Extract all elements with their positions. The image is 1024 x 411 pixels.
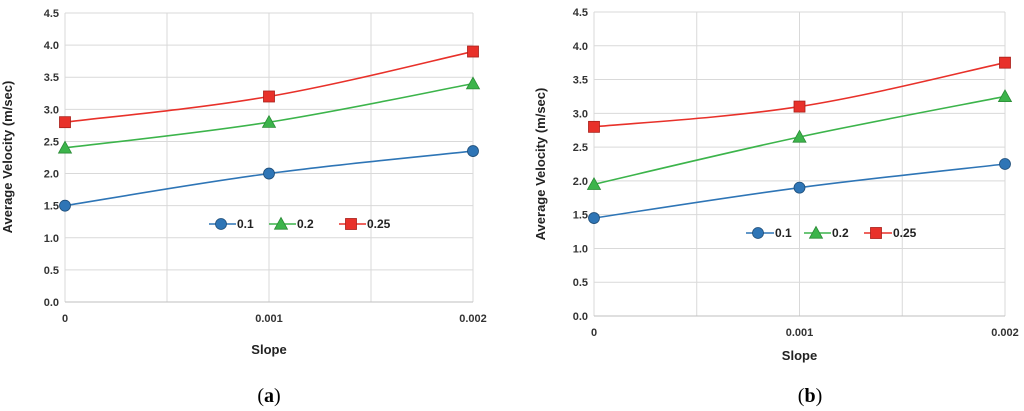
legend-marker xyxy=(870,227,882,239)
chart-panel-a: 0.0 0.5 1.0 1.5 2.0 2.5 3.0 3.5 4.0 4.5 0 0.001 0.00… xyxy=(0,8,487,407)
legend-item: 0.2 xyxy=(269,216,314,231)
legend-item: 0.25 xyxy=(864,226,917,240)
data-point xyxy=(997,89,1013,103)
data-point xyxy=(59,199,71,212)
data-point xyxy=(999,158,1011,170)
x-tick-label: 0.001 xyxy=(786,327,814,339)
data-point xyxy=(467,145,479,157)
data-point xyxy=(263,167,275,180)
y-tick-label: 4.5 xyxy=(44,8,59,20)
x-axis-title: Slope xyxy=(251,342,286,357)
legend-label: 0.1 xyxy=(775,226,792,240)
y-tick-label: 2.5 xyxy=(44,136,59,148)
data-point xyxy=(467,45,479,58)
data-point xyxy=(999,56,1011,69)
series-0-2 xyxy=(57,76,481,154)
series-0-1 xyxy=(59,145,479,212)
panel-label: (b) xyxy=(798,385,822,407)
series-0-25 xyxy=(588,56,1011,133)
panel-label-part: b xyxy=(804,385,815,407)
y-tick-label: 3.0 xyxy=(44,104,59,116)
legend-marker xyxy=(752,227,764,239)
panel-label-part: ( xyxy=(257,385,264,407)
data-point xyxy=(59,116,71,129)
data-point xyxy=(588,120,600,133)
y-tick-label: 2.0 xyxy=(573,176,588,188)
y-tick-label: 4.0 xyxy=(44,40,59,52)
data-point xyxy=(57,140,73,154)
y-tick-label: 2.0 xyxy=(44,169,59,181)
data-point xyxy=(586,176,602,190)
data-point xyxy=(793,181,806,194)
data-point xyxy=(465,76,481,90)
y-axis-title: Average Velocity (m/sec) xyxy=(533,88,548,241)
data-point xyxy=(263,90,275,103)
y-tick-label: 4.0 xyxy=(573,41,588,53)
y-axis-title: Average Velocity (m/sec) xyxy=(0,81,15,234)
y-tick-label: 0.0 xyxy=(44,297,59,309)
legend-item: 0.2 xyxy=(804,225,849,240)
legend-marker xyxy=(215,218,227,230)
y-tick-label: 1.5 xyxy=(44,201,59,213)
panel-label-part: ( xyxy=(798,385,805,407)
gridlines xyxy=(593,11,1006,317)
y-tick-label: 4.5 xyxy=(573,7,588,19)
y-tick-label: 0.0 xyxy=(573,311,588,323)
legend-marker xyxy=(808,225,824,239)
legend-label: 0.25 xyxy=(367,217,391,231)
panel-label-part: ) xyxy=(816,385,823,407)
data-point xyxy=(588,212,600,224)
legend-marker xyxy=(345,218,357,230)
legend: 0.1 0.2 0.25 xyxy=(209,216,391,231)
data-point xyxy=(792,129,807,143)
legend-label: 0.1 xyxy=(237,217,254,231)
legend-label: 0.2 xyxy=(832,226,849,240)
series-0-2 xyxy=(586,89,1013,190)
x-tick-label: 0.002 xyxy=(991,327,1019,339)
series-0-1 xyxy=(588,158,1011,224)
chart-panel-b: 0.0 0.5 1.0 1.5 2.0 2.5 3.0 3.5 4.0 4.5 0 0.001 0.00… xyxy=(533,7,1019,407)
y-tick-label: 1.0 xyxy=(44,233,59,245)
legend-label: 0.2 xyxy=(297,217,314,231)
legend-item: 0.25 xyxy=(339,217,391,231)
legend-label: 0.25 xyxy=(893,226,917,240)
panel-label-part: a xyxy=(264,385,274,407)
y-tick-label: 1.0 xyxy=(573,243,588,255)
panel-label-part: ) xyxy=(274,385,281,407)
y-tick-label: 3.0 xyxy=(573,108,588,120)
y-tick-label: 2.5 xyxy=(573,142,588,154)
legend: 0.1 0.2 0.25 xyxy=(746,225,917,240)
legend-item: 0.1 xyxy=(746,226,792,240)
y-tick-label: 3.5 xyxy=(44,72,59,84)
x-axis-title: Slope xyxy=(782,348,817,363)
y-tick-label: 1.5 xyxy=(573,210,588,222)
series-0-25 xyxy=(59,45,479,129)
x-tick-label: 0.002 xyxy=(459,313,487,325)
y-tick-label: 0.5 xyxy=(573,277,588,289)
x-tick-label: 0 xyxy=(62,313,68,325)
panel-label: (a) xyxy=(257,385,280,407)
data-point xyxy=(793,100,806,113)
legend-item: 0.1 xyxy=(209,217,254,231)
y-tick-label: 3.5 xyxy=(573,75,588,87)
x-tick-label: 0.001 xyxy=(255,313,283,325)
x-tick-label: 0 xyxy=(591,327,597,339)
legend-marker xyxy=(273,216,289,230)
y-tick-label: 0.5 xyxy=(44,265,59,277)
data-point xyxy=(261,114,277,128)
